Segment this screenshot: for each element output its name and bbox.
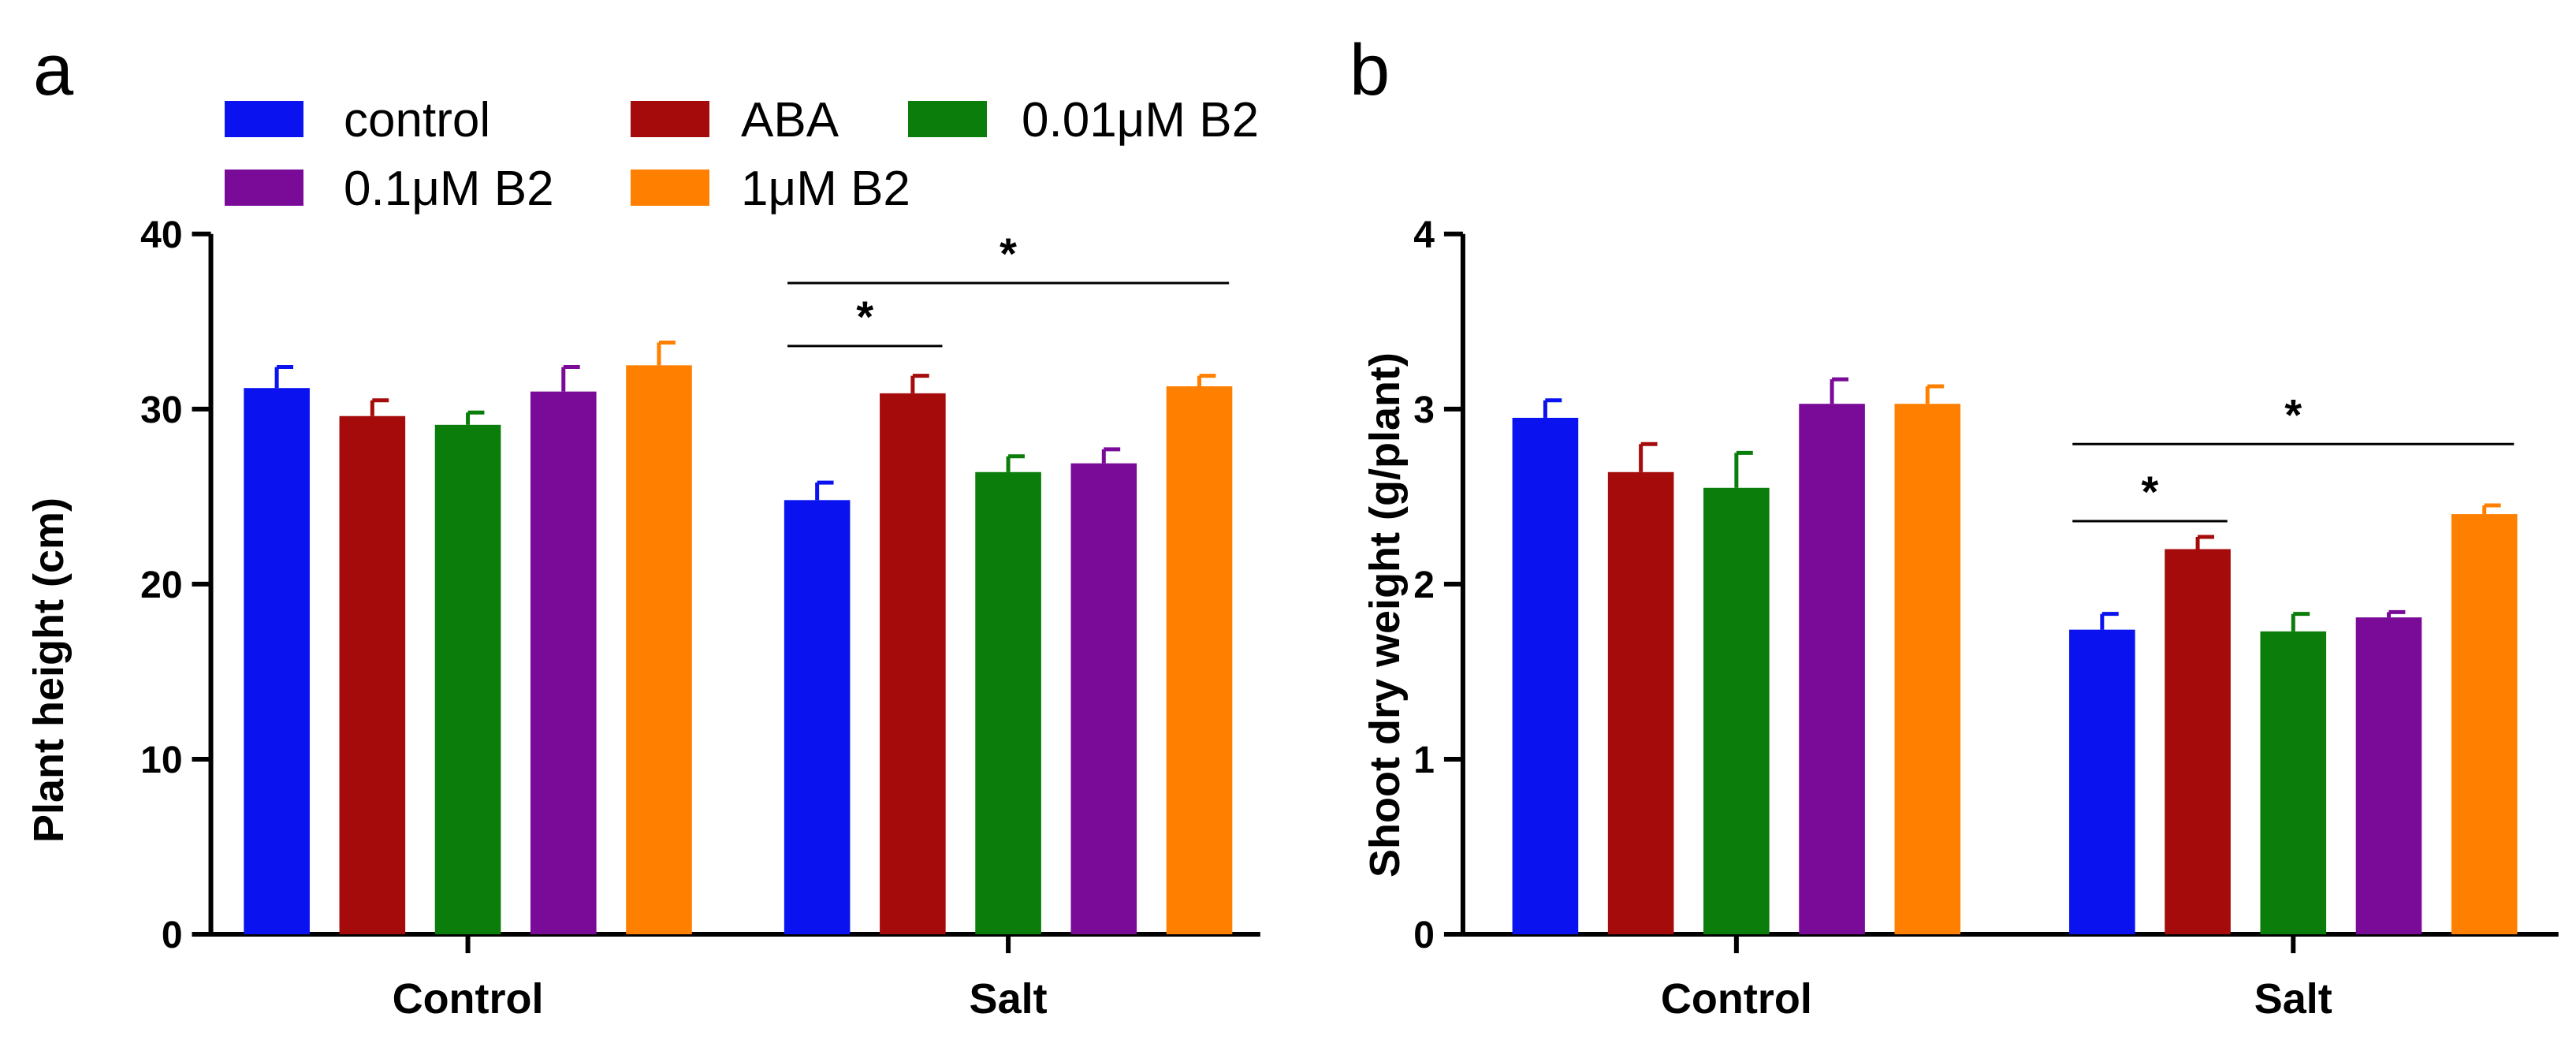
y-tick-label-a: 40 xyxy=(140,214,182,256)
y-tick-label-a: 0 xyxy=(162,915,183,956)
legend-swatch-001-b2 xyxy=(908,101,987,137)
legend-swatch-aba xyxy=(631,101,709,137)
bar-a-control-control xyxy=(244,388,310,935)
y-tick-label-b: 3 xyxy=(1413,389,1435,431)
bar-a-salt-aba xyxy=(880,393,946,935)
bar-a-control-1-m-b2 xyxy=(626,365,692,935)
bar-a-salt-0-01-m-b2 xyxy=(975,471,1041,935)
bar-b-salt-control xyxy=(2069,629,2135,935)
significance-star-b-0: * xyxy=(2142,467,2159,516)
y-tick-label-b: 1 xyxy=(1413,740,1435,781)
x-tick-label-a-control: Control xyxy=(393,975,544,1023)
legend-label-001-b2: 0.01μM B2 xyxy=(1022,93,1259,147)
bar-a-salt-control xyxy=(784,500,851,935)
bar-b-salt-0-1-m-b2 xyxy=(2355,617,2422,935)
bar-a-control-aba xyxy=(339,415,406,935)
chart-panel-a: 0 10 20 30 40 Control Salt * * xyxy=(140,214,1260,1023)
x-tick-label-b-control: Control xyxy=(1661,975,1812,1023)
y-axis-title-a: Plant height (cm) xyxy=(25,497,73,843)
significance-star-a-1: * xyxy=(1000,229,1017,278)
y-tick-label-b: 0 xyxy=(1413,915,1435,956)
y-tick-label-b: 2 xyxy=(1413,564,1435,606)
bar-b-salt-1-m-b2 xyxy=(2451,514,2518,935)
bar-a-control-0-1-m-b2 xyxy=(530,391,597,935)
bar-a-salt-1-m-b2 xyxy=(1166,386,1233,935)
significance-star-a-0: * xyxy=(856,292,873,341)
legend-label-control: control xyxy=(344,93,490,147)
x-tick-label-b-salt: Salt xyxy=(2254,975,2332,1023)
bar-b-salt-aba xyxy=(2165,549,2231,935)
legend-label-01-b2: 0.1μM B2 xyxy=(344,162,554,216)
bar-b-control-1-m-b2 xyxy=(1894,404,1961,935)
panel-label-a: a xyxy=(33,30,74,110)
y-tick-label-b: 4 xyxy=(1413,214,1435,256)
bar-b-control-aba xyxy=(1607,471,1674,935)
legend-swatch-01-b2 xyxy=(225,170,303,206)
significance-star-b-1: * xyxy=(2284,389,2302,439)
x-tick-label-a-salt: Salt xyxy=(970,975,1048,1023)
bar-b-control-control xyxy=(1512,417,1579,935)
bar-a-salt-0-1-m-b2 xyxy=(1070,463,1137,935)
bar-a-control-0-01-m-b2 xyxy=(434,424,501,935)
chart-panel-b: 0 1 2 3 4 Control Salt * * xyxy=(1413,214,2559,1023)
y-axis-title-b: Shoot dry weight (g/plant) xyxy=(1361,352,1409,877)
y-tick-label-a: 10 xyxy=(140,740,182,781)
legend-swatch-1-b2 xyxy=(631,170,709,206)
panel-label-b: b xyxy=(1349,30,1390,110)
y-tick-label-a: 30 xyxy=(140,389,182,431)
bar-b-control-0-01-m-b2 xyxy=(1703,487,1770,935)
bar-b-salt-0-01-m-b2 xyxy=(2260,631,2327,935)
bar-b-control-0-1-m-b2 xyxy=(1799,404,1865,935)
y-tick-label-a: 20 xyxy=(140,564,182,606)
legend-swatch-control xyxy=(225,101,303,137)
legend-label-1-b2: 1μM B2 xyxy=(741,162,910,216)
legend: control ABA 0.01μM B2 0.1μM B2 1μM B2 xyxy=(225,93,1259,216)
legend-label-aba: ABA xyxy=(741,93,839,147)
